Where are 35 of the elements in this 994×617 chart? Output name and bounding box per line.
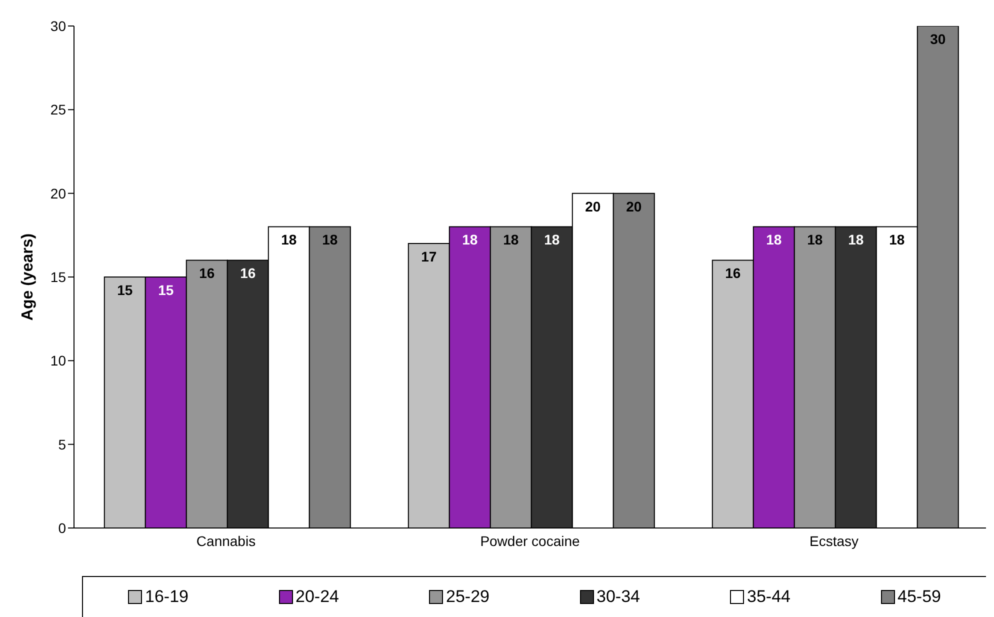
data-label: 16 [725,265,741,282]
data-label: 18 [544,232,560,248]
legend-label: 45-59 [896,587,941,607]
data-label: 15 [158,282,174,298]
data-label: 18 [503,232,519,248]
data-label: 18 [462,232,478,248]
x-tick-label: Powder cocaine [480,532,580,549]
data-label: 30 [930,30,946,47]
data-label: 18 [322,232,338,248]
x-tick-label: Ecstasy [809,532,859,549]
y-tick-label: 15 [50,268,66,285]
y-tick-label: 10 [50,352,66,369]
legend-label: 30-34 [596,587,640,607]
data-label: 18 [848,232,864,248]
data-label: 16 [199,265,215,282]
legend-label: 20-24 [294,587,339,607]
data-label: 18 [807,232,823,248]
y-tick-label: 20 [50,185,66,202]
y-axis-title: Age (years) [20,233,37,321]
data-label: 18 [766,232,782,248]
legend-label: 35-44 [746,587,790,607]
x-tick-label: Cannabis [196,532,256,549]
data-label: 20 [585,198,601,214]
data-label: 16 [240,265,256,282]
legend-label: 16-19 [144,587,188,607]
data-label: 15 [117,282,133,298]
y-tick-label: 0 [58,520,66,536]
y-tick-label: 25 [50,102,66,118]
y-tick-label: 5 [58,436,66,452]
legend-label: 25-29 [445,587,490,607]
data-label: 18 [281,232,297,248]
data-label: 18 [889,232,905,248]
data-label: 17 [421,248,437,264]
y-tick-label: 30 [50,18,66,34]
data-label: 20 [626,198,642,214]
